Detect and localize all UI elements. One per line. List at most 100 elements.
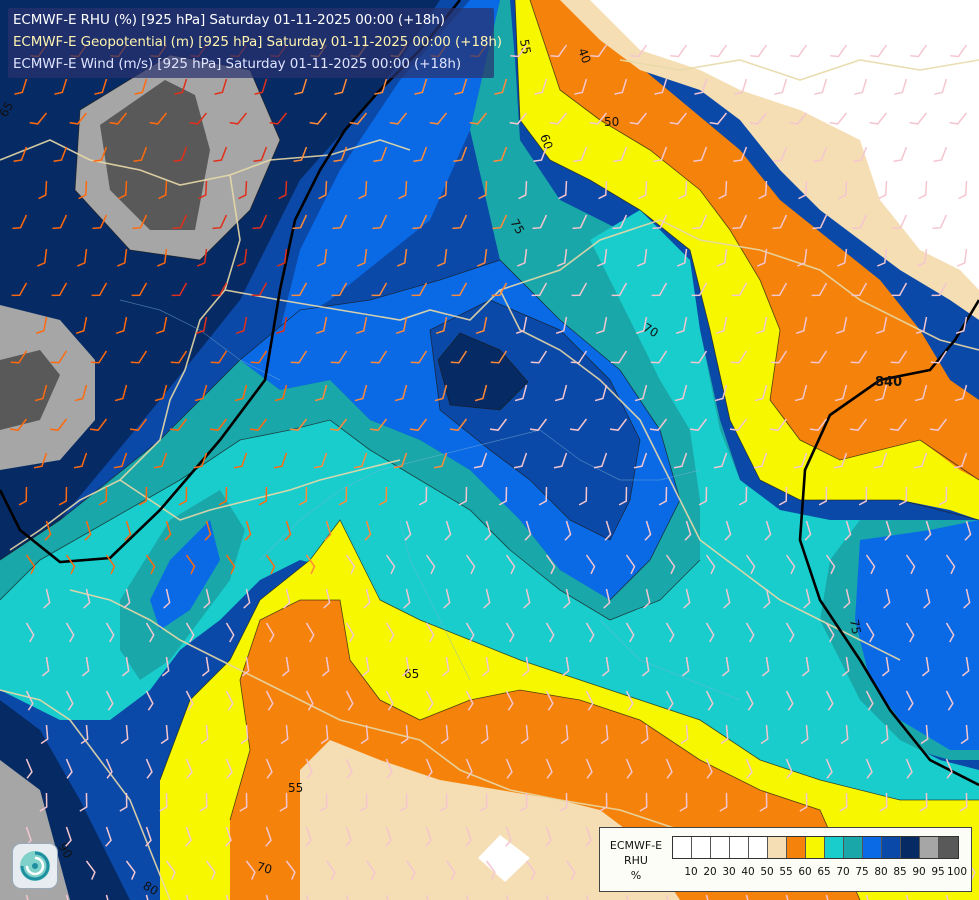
wind-barb bbox=[345, 826, 352, 847]
wind-barb bbox=[234, 384, 248, 402]
wind-barb bbox=[397, 248, 408, 267]
wind-barb bbox=[721, 656, 730, 677]
wind-barb bbox=[38, 180, 48, 200]
wind-barb bbox=[481, 656, 490, 677]
wind-barb bbox=[65, 826, 72, 847]
wind-barb bbox=[465, 826, 472, 847]
wind-barb bbox=[65, 690, 74, 711]
wind-barb bbox=[440, 724, 449, 745]
legend-tick-50: 50 bbox=[760, 866, 774, 878]
wind-barb bbox=[153, 452, 168, 469]
wind-barb bbox=[374, 78, 388, 95]
wind-barb bbox=[649, 418, 668, 431]
rhu-band-50-south bbox=[478, 835, 530, 882]
wind-barb bbox=[650, 350, 668, 364]
wind-barb bbox=[923, 588, 931, 609]
wind-barb bbox=[395, 316, 408, 335]
wind-barb bbox=[798, 180, 808, 200]
wind-barb bbox=[665, 622, 675, 643]
wind-barb bbox=[881, 656, 890, 677]
wind-barb bbox=[634, 384, 648, 402]
wind-barb bbox=[934, 78, 948, 95]
wind-barb bbox=[237, 248, 248, 267]
wind-barb bbox=[489, 418, 508, 431]
wind-barb bbox=[865, 554, 876, 575]
wind-barb bbox=[118, 180, 128, 200]
wind-barb bbox=[458, 486, 468, 506]
wind-barb bbox=[414, 78, 428, 95]
wind-barb bbox=[269, 112, 288, 125]
wind-barb bbox=[898, 486, 908, 506]
wind-barb bbox=[145, 690, 154, 711]
wind-barb bbox=[834, 384, 848, 402]
wind-barb bbox=[960, 724, 969, 745]
wind-barb bbox=[891, 282, 908, 297]
wind-barb bbox=[715, 316, 728, 335]
wind-barb bbox=[493, 146, 508, 163]
wind-barb bbox=[378, 486, 388, 506]
wind-barb bbox=[425, 554, 436, 575]
wind-barb bbox=[284, 520, 292, 541]
wind-barb bbox=[745, 554, 756, 575]
wind-barb bbox=[945, 622, 955, 643]
legend-swatch-80 bbox=[863, 837, 882, 858]
wind-barb bbox=[571, 282, 588, 297]
wind-barb bbox=[161, 656, 170, 677]
contour-label-55b: 55 bbox=[288, 781, 303, 795]
wind-barb bbox=[298, 486, 308, 506]
wind-barb bbox=[758, 180, 768, 200]
wind-barb bbox=[117, 248, 128, 267]
wind-barb bbox=[837, 248, 848, 267]
wind-barb bbox=[949, 112, 968, 125]
wind-barb bbox=[930, 350, 948, 364]
wind-barb bbox=[625, 622, 635, 643]
wind-barb bbox=[809, 418, 828, 431]
wind-barb bbox=[475, 316, 488, 335]
wind-barb bbox=[465, 690, 474, 711]
wind-barb bbox=[403, 588, 411, 609]
wind-barb bbox=[629, 112, 648, 125]
contour-label-80: 80 bbox=[141, 878, 161, 898]
wind-barb bbox=[865, 622, 875, 643]
wind-barb bbox=[675, 316, 688, 335]
wind-barb bbox=[25, 690, 34, 711]
rhu-band-90-core bbox=[438, 333, 528, 410]
wind-barb bbox=[945, 758, 953, 779]
wind-barb bbox=[931, 282, 948, 297]
legend-tick-40: 40 bbox=[741, 866, 755, 878]
wind-barb bbox=[393, 452, 408, 469]
wind-barb bbox=[149, 112, 168, 125]
wind-barb bbox=[610, 350, 628, 364]
wind-barb bbox=[625, 758, 633, 779]
wind-barb bbox=[81, 656, 90, 677]
wind-barb bbox=[558, 180, 568, 200]
wind-barb bbox=[938, 486, 948, 506]
wind-barb bbox=[170, 350, 188, 364]
wind-barb bbox=[225, 826, 232, 847]
wind-barb bbox=[338, 486, 348, 506]
wind-barb bbox=[841, 656, 850, 677]
wind-barb bbox=[345, 758, 353, 779]
legend-swatch-70 bbox=[825, 837, 844, 858]
wind-barb bbox=[597, 248, 608, 267]
wind-barb bbox=[355, 316, 368, 335]
wind-barb bbox=[639, 792, 648, 812]
wind-barb bbox=[793, 452, 808, 469]
wind-barb bbox=[714, 384, 728, 402]
wind-barb bbox=[878, 180, 888, 200]
wind-barb bbox=[603, 588, 611, 609]
wind-barb bbox=[640, 724, 649, 745]
wind-barb bbox=[324, 520, 332, 541]
legend-tick-75: 75 bbox=[855, 866, 869, 878]
wind-barb bbox=[637, 248, 648, 267]
wind-barb bbox=[517, 248, 528, 267]
wind-barb bbox=[505, 826, 512, 847]
wind-barb bbox=[710, 44, 728, 58]
wind-barb bbox=[239, 792, 248, 812]
wind-barb bbox=[145, 554, 156, 575]
wind-barb bbox=[795, 316, 808, 335]
wind-barb bbox=[705, 758, 713, 779]
contour-label-65a: 65 bbox=[404, 667, 419, 681]
wind-barb bbox=[713, 452, 728, 469]
wind-barb bbox=[505, 758, 513, 779]
